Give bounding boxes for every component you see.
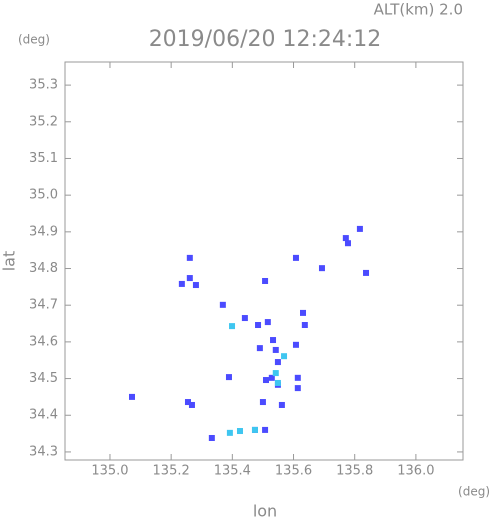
- chart-title: 2019/06/20 12:24:12: [149, 27, 382, 52]
- echo-point: [274, 359, 281, 366]
- x-axis-label: lon: [253, 502, 277, 521]
- y-tick-label: 34.9: [29, 224, 58, 239]
- echo-point: [274, 379, 281, 386]
- echo-point: [262, 426, 269, 433]
- x-tick-label: 135.0: [91, 464, 128, 479]
- echo-point: [356, 225, 363, 232]
- y-tick-label: 34.4: [29, 408, 58, 423]
- echo-point: [272, 346, 279, 353]
- x-tick-label: 135.4: [214, 464, 251, 479]
- echo-point: [256, 345, 263, 352]
- x-unit: (deg): [458, 485, 490, 499]
- y-tick-label: 35.3: [29, 78, 58, 93]
- echo-point: [300, 309, 307, 316]
- y-tick-label: 35.0: [29, 188, 58, 203]
- y-axis-label: lat: [0, 251, 19, 272]
- echo-point: [178, 280, 185, 287]
- echo-point: [188, 401, 195, 408]
- y-tick-label: 34.5: [29, 371, 58, 386]
- echo-point: [344, 240, 351, 247]
- echo-point: [251, 426, 258, 433]
- echo-point: [225, 374, 232, 381]
- y-tick-label: 34.8: [29, 261, 58, 276]
- echo-point: [186, 275, 193, 282]
- echo-point: [262, 377, 269, 384]
- x-tick-label: 135.8: [336, 464, 373, 479]
- echo-point: [292, 254, 299, 261]
- x-tick-label: 135.2: [153, 464, 190, 479]
- echo-point: [294, 374, 301, 381]
- echo-point: [278, 401, 285, 408]
- echo-point: [281, 353, 288, 360]
- y-tick-label: 34.3: [29, 444, 58, 459]
- echo-point: [262, 277, 269, 284]
- x-tick-label: 135.6: [275, 464, 312, 479]
- echo-point: [226, 429, 233, 436]
- y-tick-label: 35.2: [29, 114, 58, 129]
- x-tick-label: 136.0: [397, 464, 434, 479]
- echo-point: [259, 399, 266, 406]
- echo-point: [270, 337, 277, 344]
- echo-point: [219, 301, 226, 308]
- echo-point: [268, 374, 275, 381]
- echo-point: [192, 282, 199, 289]
- echo-point: [292, 341, 299, 348]
- plot-frame: [64, 61, 464, 461]
- echo-point: [264, 319, 271, 326]
- echo-point: [186, 254, 193, 261]
- echo-point: [318, 265, 325, 272]
- y-unit: (deg): [18, 33, 50, 47]
- echo-point: [208, 434, 215, 441]
- echo-point: [272, 370, 279, 377]
- echo-point: [236, 428, 243, 435]
- echo-point: [255, 322, 262, 329]
- echo-point: [184, 399, 191, 406]
- echo-point: [128, 393, 135, 400]
- echo-point: [229, 323, 236, 330]
- echo-point: [342, 235, 349, 242]
- echo-point: [363, 269, 370, 276]
- echo-point: [294, 385, 301, 392]
- y-tick-label: 35.1: [29, 151, 58, 166]
- echo-point: [301, 322, 308, 329]
- y-tick-label: 34.7: [29, 298, 58, 313]
- echo-point: [241, 315, 248, 322]
- altitude-label: ALT(km) 2.0: [374, 1, 463, 19]
- y-tick-label: 34.6: [29, 334, 58, 349]
